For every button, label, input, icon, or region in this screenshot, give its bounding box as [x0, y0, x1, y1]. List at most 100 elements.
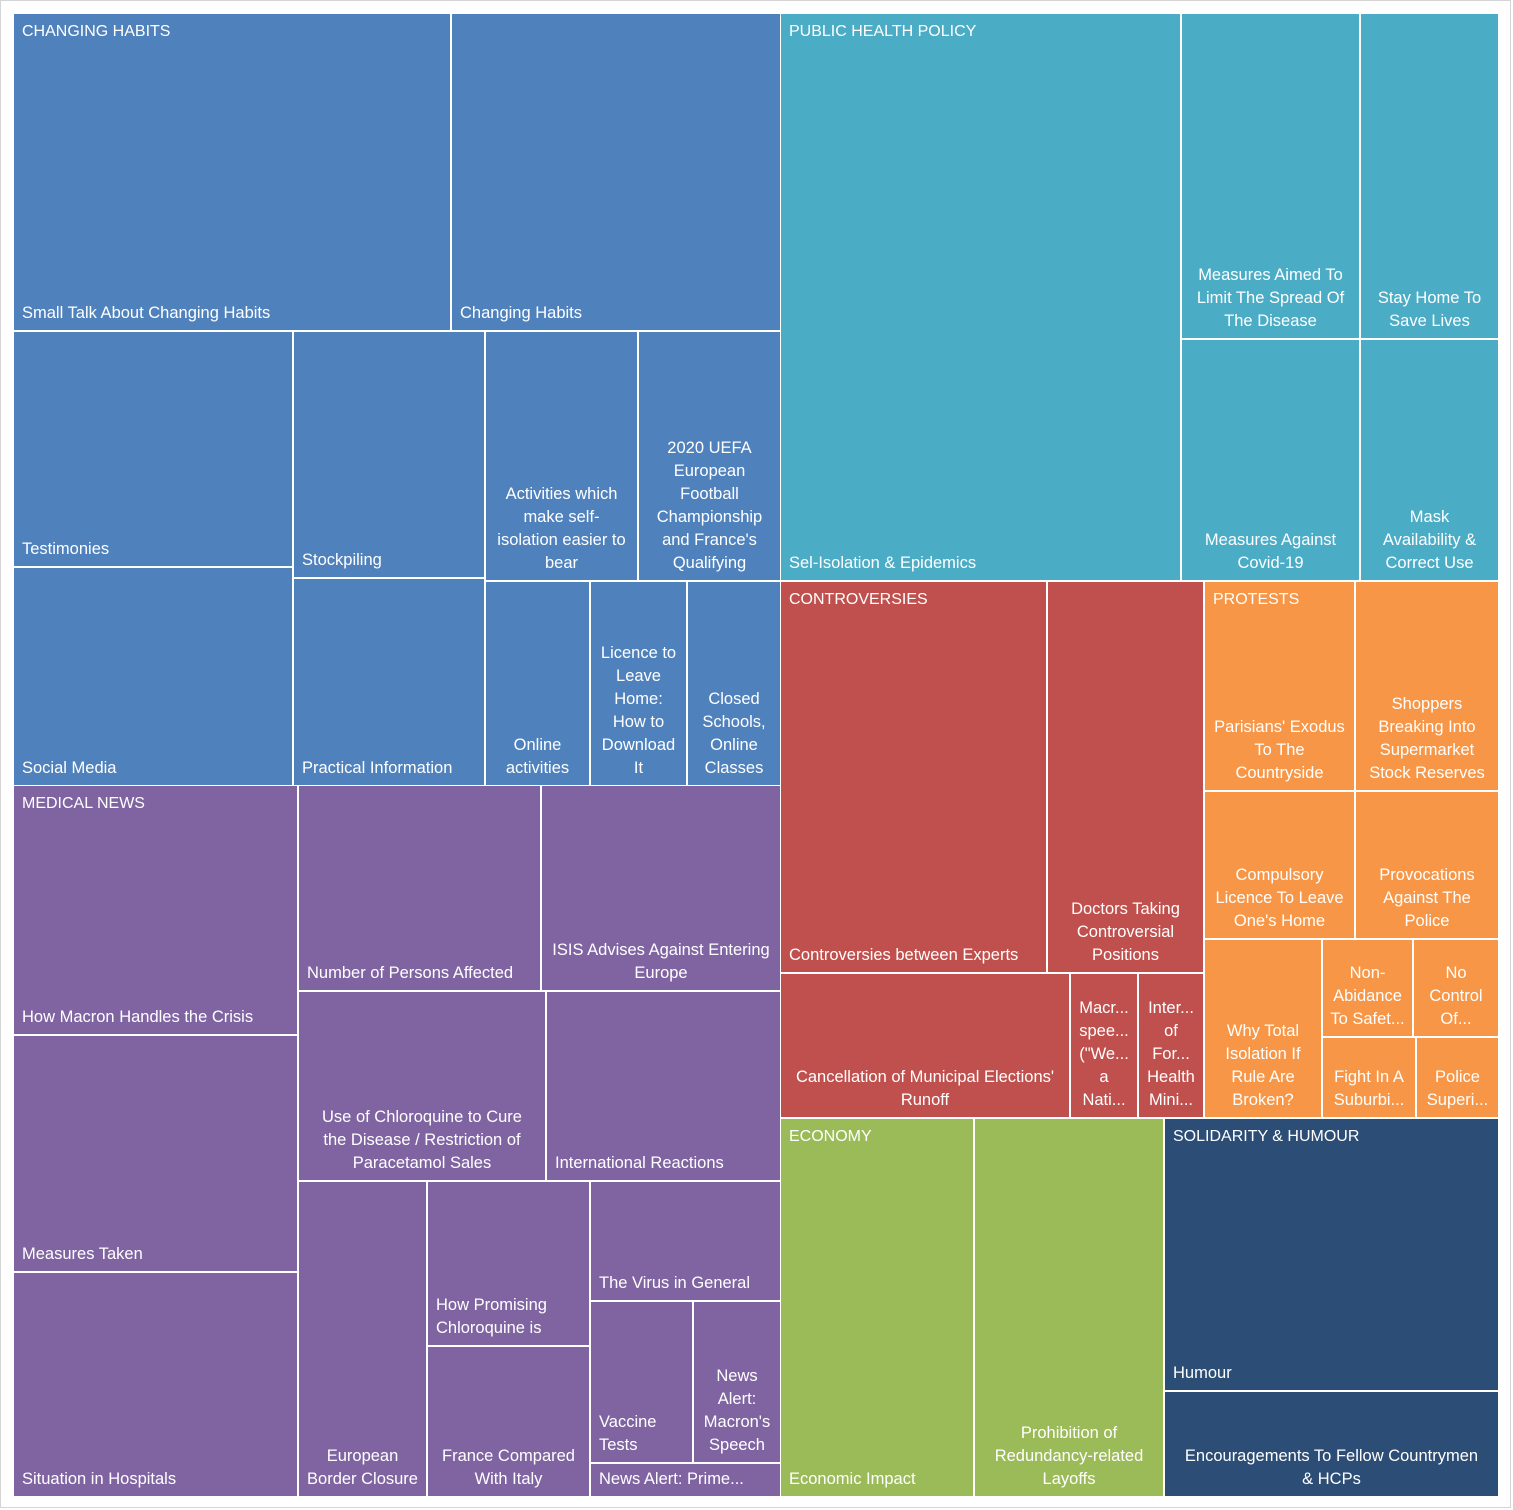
treemap-tile-police-superi: Police Superi... [1417, 1038, 1498, 1117]
tile-label: Why Total Isolation If Rule Are Broken? [1225, 1022, 1301, 1109]
tile-label: Online activities [505, 736, 570, 777]
tile-label: France Compared With Italy [442, 1447, 575, 1488]
treemap-tile-practical-information: Practical Information [294, 579, 484, 785]
tile-label: News Alert: Macron's Speech [703, 1367, 771, 1454]
treemap-tile-activities-which-make-self-isolation-easier-to-bear: Activities which make self- isolation ea… [486, 332, 637, 580]
tile-label: Practical Information [302, 759, 453, 777]
tile-label: Measures Aimed To Limit The Spread Of Th… [1196, 266, 1345, 330]
treemap-tile-macr-spee-we-a-nati: Macr... spee... ("We... a Nati... [1071, 974, 1137, 1117]
tile-label: Small Talk About Changing Habits [22, 304, 271, 322]
group-label-changing-habits: CHANGING HABITS [22, 23, 171, 40]
treemap-tile-international-reactions: International Reactions [547, 992, 780, 1180]
tile-label: Inter... of For... Health Mini... [1147, 999, 1195, 1109]
tile-label: Shoppers Breaking Into Supermarket Stock… [1369, 695, 1485, 782]
treemap-tile-measures-aimed-to-limit-the-spread-of-the-disease: Measures Aimed To Limit The Spread Of Th… [1182, 14, 1359, 338]
tile-label: The Virus in General [599, 1274, 751, 1292]
treemap-tile-measures-taken: Measures Taken [14, 1036, 297, 1271]
treemap-tile-licence-to-leave-home-how-to-download-it: Licence to Leave Home: How to Download I… [591, 582, 686, 785]
treemap-tile-european-border-closure: European Border Closure [299, 1182, 426, 1496]
tile-label: Macr... spee... ("We... a Nati... [1079, 999, 1129, 1109]
treemap-tile-shoppers-breaking-into-supermarket-stock-reserves: Shoppers Breaking Into Supermarket Stock… [1356, 582, 1498, 790]
tile-label: No Control Of... [1429, 964, 1483, 1028]
treemap-tile-the-virus-in-general: The Virus in General [591, 1182, 780, 1300]
treemap-tile-mask-availability-correct-use: Mask Availability & Correct Use [1361, 340, 1498, 580]
treemap-tile-isis-advises-against-entering-europe: ISIS Advises Against Entering Europe [542, 786, 780, 990]
tile-label: Situation in Hospitals [22, 1470, 177, 1488]
treemap-tile-news-alert-prime: News Alert: Prime... [591, 1464, 780, 1496]
treemap-tile-provocations-against-the-police: Provocations Against The Police [1356, 792, 1498, 938]
tile-label: Non- Abidance To Safet... [1330, 964, 1405, 1028]
group-label-solidarity-humour: SOLIDARITY & HUMOUR [1173, 1128, 1360, 1145]
tile-label: ISIS Advises Against Entering Europe [552, 941, 770, 982]
tile-label: How Macron Handles the Crisis [22, 1008, 254, 1026]
treemap-tile-humour: SOLIDARITY & HUMOUR Humour [1165, 1119, 1498, 1390]
tile-label: Social Media [22, 759, 117, 777]
treemap-tile-how-macron-handles-the-crisis: MEDICAL NEWS How Macron Handles the Crisi… [14, 786, 297, 1034]
treemap-tile-use-of-chloroquine-to-cure-the-disease-restriction-of-paracetamol-sales: Use of Chloroquine to Cure the Disease /… [299, 992, 545, 1180]
treemap-tile-vaccine-tests: Vaccine Tests [591, 1302, 692, 1462]
treemap-tile-testimonies: Testimonies [14, 332, 292, 566]
tile-label: Number of Persons Affected [307, 964, 514, 982]
treemap-tile-controversies-between-experts: CONTROVERSIES Controversies between Exper… [781, 582, 1046, 972]
tile-label: Parisians' Exodus To The Countryside [1214, 718, 1345, 782]
tile-label: Activities which make self- isolation ea… [497, 485, 626, 572]
tile-label: Encouragements To Fellow Countrymen & HC… [1184, 1447, 1479, 1488]
group-label-economy: ECONOMY [789, 1128, 872, 1145]
tile-label: Changing Habits [460, 304, 582, 322]
treemap-tile-inter-of-for-health-mini: Inter... of For... Health Mini... [1139, 974, 1203, 1117]
treemap-tile-stockpiling: Stockpiling [294, 332, 484, 577]
treemap-tile-no-control-of: No Control Of... [1414, 940, 1498, 1036]
tile-label: News Alert: Prime... [599, 1470, 744, 1488]
tile-label: 2020 UEFA European Football Championship… [656, 439, 763, 572]
tile-label: Provocations Against The Police [1379, 866, 1475, 930]
treemap-tile-doctors-taking-controversial-positions: Doctors Taking Controversial Positions [1048, 582, 1203, 972]
treemap-tile-fight-in-a-suburbi: Fight In A Suburbi... [1323, 1038, 1415, 1117]
tile-label: Fight In A Suburbi... [1333, 1068, 1405, 1109]
treemap-tile-prohibition-of-redundancy-related-layoffs: Prohibition of Redundancy-related Layoff… [975, 1119, 1163, 1496]
tile-label: Humour [1173, 1364, 1232, 1382]
treemap-tile-encouragements-to-fellow-countrymen-hcps: Encouragements To Fellow Countrymen & HC… [1165, 1392, 1498, 1496]
tile-label: Testimonies [22, 540, 110, 558]
tile-label: European Border Closure [307, 1447, 418, 1488]
treemap-tile-small-talk-about-changing-habits: CHANGING HABITS Small Talk About Changing… [14, 14, 450, 330]
treemap-tile-situation-in-hospitals: Situation in Hospitals [14, 1273, 297, 1496]
tile-label: Compulsory Licence To Leave One's Home [1215, 866, 1344, 930]
treemap-tile-economic-impact: ECONOMY Economic Impact [781, 1119, 973, 1496]
treemap-tile-cancellation-of-municipal-elections-runoff: Cancellation of Municipal Elections' Run… [781, 974, 1069, 1117]
tile-label: Stay Home To Save Lives [1377, 289, 1482, 330]
treemap-tile-closed-schools-online-classes: Closed Schools, Online Classes [688, 582, 780, 785]
treemap-tile-stay-home-to-save-lives: Stay Home To Save Lives [1361, 14, 1498, 338]
tile-label: Doctors Taking Controversial Positions [1071, 900, 1180, 964]
treemap-tile-online-activities: Online activities [486, 582, 589, 785]
tile-label: Stockpiling [302, 551, 382, 569]
treemap-tile-why-total-isolation-if-rule-are-broken: Why Total Isolation If Rule Are Broken? [1205, 940, 1321, 1117]
tile-label: Economic Impact [789, 1470, 916, 1488]
tile-label: Prohibition of Redundancy-related Layoff… [994, 1424, 1144, 1488]
tile-label: Closed Schools, Online Classes [702, 690, 766, 777]
treemap-tile-news-alert-macron-s-speech: News Alert: Macron's Speech [694, 1302, 780, 1462]
treemap-tile-how-promising-chloroquine-is: How Promising Chloroquine is [428, 1182, 589, 1345]
group-label-medical-news: MEDICAL NEWS [22, 795, 145, 812]
treemap-tile-social-media: Social Media [14, 568, 292, 785]
tile-label: Mask Availability & Correct Use [1382, 508, 1477, 572]
treemap-tile-sel-isolation-epidemics: PUBLIC HEALTH POLICY Sel-Isolation & Epid… [781, 14, 1180, 580]
tile-label: Cancellation of Municipal Elections' Run… [795, 1068, 1055, 1109]
tile-label: How Promising Chloroquine is [436, 1296, 547, 1337]
treemap-tile-parisians-exodus-to-the-countryside: PROTESTS Parisians' Exodus To The Country… [1205, 582, 1354, 790]
tile-label: Vaccine Tests [599, 1413, 657, 1454]
tile-label: Licence to Leave Home: How to Download I… [600, 644, 677, 777]
treemap-tile-number-of-persons-affected: Number of Persons Affected [299, 786, 540, 990]
treemap-tile-2020-uefa-european-football-championship-and-france-s-qualifying: 2020 UEFA European Football Championship… [639, 332, 780, 580]
treemap-tile-measures-against-covid-19: Measures Against Covid-19 [1182, 340, 1359, 580]
treemap-tile-france-compared-with-italy: France Compared With Italy [428, 1347, 589, 1496]
treemap-tile-non-abidance-to-safet: Non- Abidance To Safet... [1323, 940, 1412, 1036]
group-label-public-health-policy: PUBLIC HEALTH POLICY [789, 23, 977, 40]
tile-label: International Reactions [555, 1154, 724, 1172]
tile-label: Police Superi... [1426, 1068, 1489, 1109]
tile-label: Measures Against Covid-19 [1204, 531, 1337, 572]
treemap-tile-changing-habits: Changing Habits [452, 14, 780, 330]
tile-label: Use of Chloroquine to Cure the Disease /… [322, 1108, 522, 1172]
tile-label: Sel-Isolation & Epidemics [789, 554, 977, 572]
group-label-controversies: CONTROVERSIES [789, 591, 928, 608]
tile-label: Measures Taken [22, 1245, 143, 1263]
